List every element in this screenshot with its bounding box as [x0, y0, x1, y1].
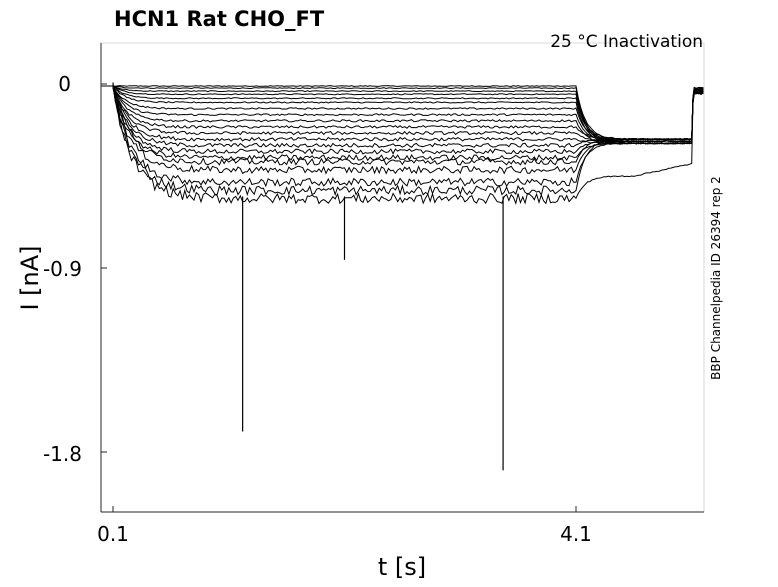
- x-axis-label: t [s]: [378, 553, 426, 581]
- trace-19: [101, 84, 704, 197]
- trace-10: [101, 85, 704, 141]
- x-tick-label-0: 0.1: [97, 522, 129, 546]
- y-tick-label-2: -1.8: [43, 442, 82, 466]
- y-tick-label-1: -0.9: [43, 257, 82, 281]
- trace-16: [101, 85, 704, 166]
- trace-1: [101, 85, 704, 141]
- chart-title: HCN1 Rat CHO_FT: [114, 7, 325, 31]
- trace-4: [101, 85, 704, 141]
- axes-frame: [100, 42, 705, 513]
- y-tick-label-0: 0: [58, 72, 71, 96]
- tick-marks: [101, 83, 577, 512]
- x-tick-label-1: 4.1: [560, 522, 592, 546]
- trace-7: [101, 85, 704, 141]
- trace-20: [101, 85, 704, 205]
- side-label: BBP Channelpedia ID 26394 rep 2: [709, 176, 723, 380]
- trace-18: [101, 82, 704, 188]
- trace-17: [101, 85, 704, 175]
- trace-15: [101, 85, 704, 162]
- trace-11: [101, 85, 704, 143]
- plot-traces: [101, 82, 704, 471]
- y-axis-label: I [nA]: [16, 245, 44, 310]
- chart-annotation: 25 °C Inactivation: [550, 32, 703, 52]
